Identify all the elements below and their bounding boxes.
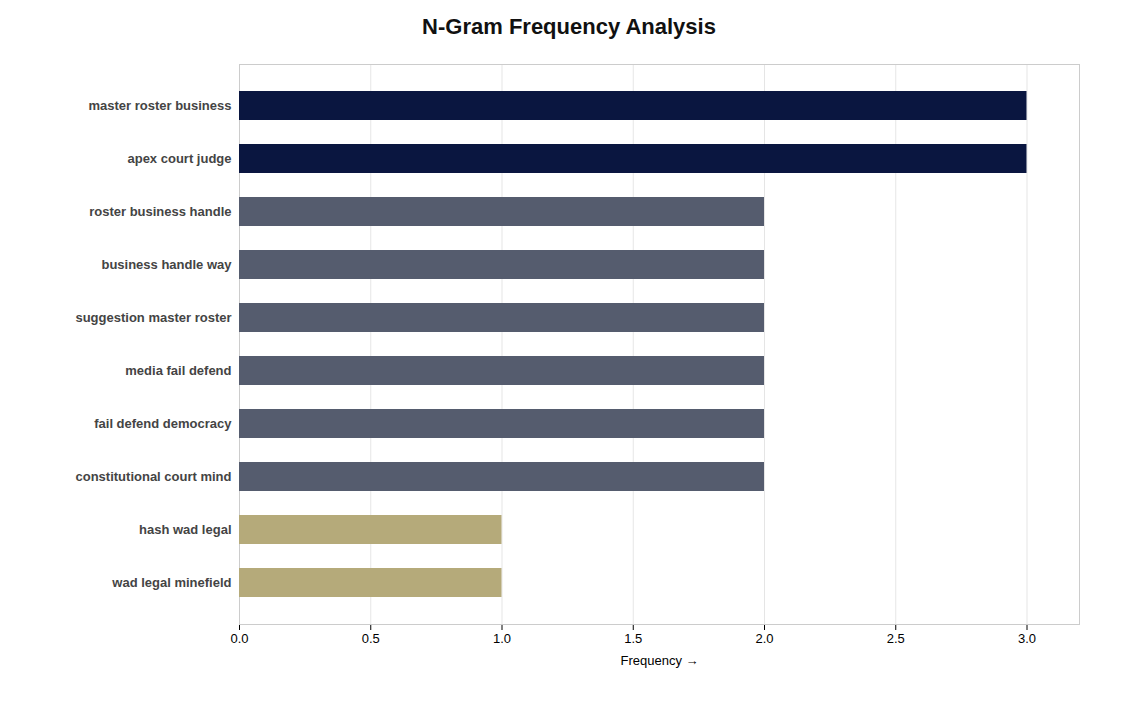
svg-text:0.0: 0.0	[230, 631, 248, 646]
svg-text:hash wad legal: hash wad legal	[139, 522, 231, 537]
svg-text:media fail defend: media fail defend	[125, 363, 231, 378]
html-text:N-Gram Frequency Analysis: N-Gram Frequency Analysis	[422, 14, 716, 39]
svg-text:3.0: 3.0	[1018, 631, 1036, 646]
svg-text:apex court judge: apex court judge	[127, 151, 231, 166]
svg-text:suggestion master roster: suggestion master roster	[75, 310, 231, 325]
svg-text:constitutional court mind: constitutional court mind	[76, 469, 232, 484]
svg-text:roster business handle: roster business handle	[89, 204, 231, 219]
svg-text:master roster business: master roster business	[88, 98, 231, 113]
svg-text:2.0: 2.0	[755, 631, 773, 646]
svg-text:0.5: 0.5	[362, 631, 380, 646]
svg-text:wad legal minefield: wad legal minefield	[111, 575, 231, 590]
svg-text:1.5: 1.5	[624, 631, 642, 646]
svg-text:business handle way: business handle way	[101, 257, 232, 272]
svg-text:1.0: 1.0	[493, 631, 511, 646]
svg-text:2.5: 2.5	[887, 631, 905, 646]
svg-text:fail defend democracy: fail defend democracy	[94, 416, 232, 431]
svg-text:Frequency →: Frequency →	[620, 653, 698, 668]
